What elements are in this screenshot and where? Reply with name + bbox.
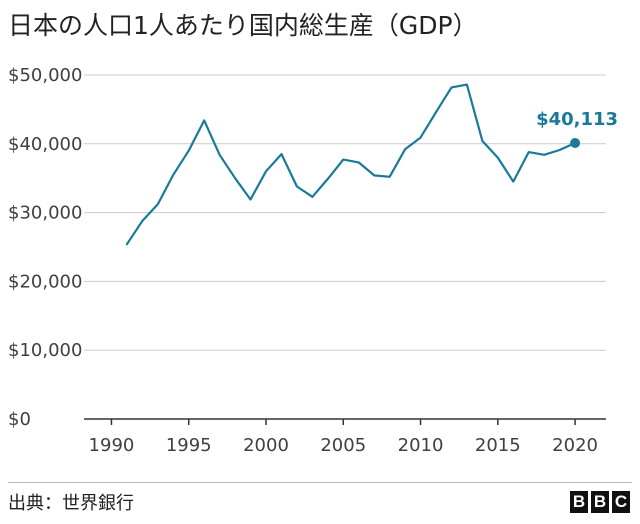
x-tick-label-0: 1990 <box>89 435 135 456</box>
y-tick-label-3: $30,000 <box>8 203 82 224</box>
endpoint-value-label: $40,113 <box>536 109 618 130</box>
line-chart: $0 $10,000 $20,000 $30,000 $40,000 $50,000 19… <box>8 65 618 456</box>
annotation-layer: $40,113 <box>536 109 618 149</box>
x-tick-label-4: 2010 <box>398 435 444 456</box>
y-axis-tick-labels: $0 $10,000 $20,000 $30,000 $40,000 $50,000 <box>8 65 82 430</box>
y-tick-label-4: $40,000 <box>8 134 82 155</box>
bbc-logo-letter-2: B <box>591 491 609 513</box>
bbc-logo-letter-1: B <box>570 491 588 513</box>
x-tick-label-3: 2005 <box>320 435 366 456</box>
y-tick-label-0: $0 <box>8 409 31 430</box>
source-note: 出典：世界銀行 <box>8 493 134 514</box>
x-tick-label-1: 1995 <box>166 435 212 456</box>
series-layer <box>125 83 577 246</box>
series-line-0 <box>125 83 577 246</box>
gridlines <box>84 74 606 351</box>
x-tick-label-5: 2015 <box>475 435 521 456</box>
y-tick-label-1: $10,000 <box>8 340 82 361</box>
x-axis: 1990 1995 2000 2005 2010 2015 2020 <box>84 418 606 456</box>
x-tick-label-2: 2000 <box>243 435 289 456</box>
bbc-logo: B B C <box>570 491 630 513</box>
footer-divider <box>8 482 632 483</box>
chart-title: 日本の人口1人あたり国内総生産（GDP） <box>8 11 478 40</box>
y-tick-label-5: $50,000 <box>8 65 82 86</box>
bbc-logo-letter-3: C <box>612 491 630 513</box>
x-tick-label-6: 2020 <box>552 435 598 456</box>
endpoint-marker <box>570 138 581 149</box>
y-tick-label-2: $20,000 <box>8 271 82 292</box>
